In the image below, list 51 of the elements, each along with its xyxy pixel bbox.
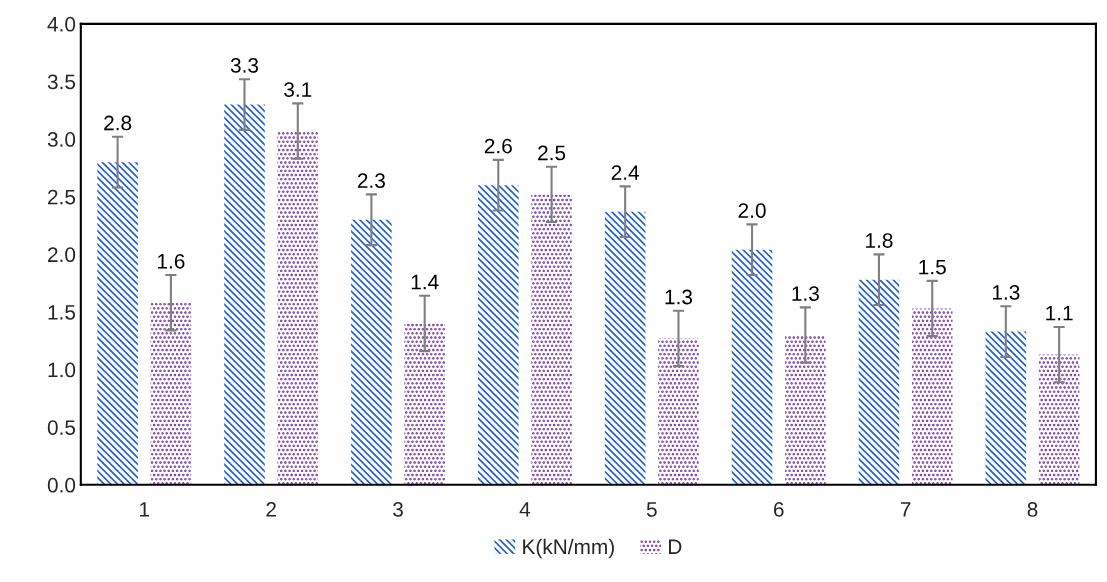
data-label: 1.8	[866, 233, 893, 248]
data-label: 1.4	[411, 274, 439, 290]
y-tick-label: 2.5	[48, 189, 76, 205]
x-tick-label: 2	[266, 502, 276, 517]
x-tick-label: 7	[900, 502, 911, 517]
data-label: 1.3	[792, 286, 819, 301]
data-label: 1.5	[919, 259, 946, 275]
bar	[858, 279, 900, 485]
data-label: 1.3	[665, 289, 693, 305]
bar	[785, 335, 826, 485]
data-label: 1.6	[158, 253, 185, 269]
bar	[531, 194, 572, 485]
bar	[150, 302, 192, 485]
x-tick-label: 1	[140, 502, 150, 517]
data-label: 1.1	[1046, 305, 1073, 321]
data-label: 2.6	[484, 138, 512, 154]
data-label: 2.5	[538, 145, 566, 161]
bar	[1038, 354, 1080, 485]
data-label: 2.3	[357, 173, 385, 188]
bar	[351, 219, 392, 485]
data-label: 3.3	[230, 58, 259, 73]
data-label: 2.4	[611, 165, 640, 180]
bar	[224, 104, 265, 485]
bar	[277, 131, 319, 485]
legend-label: D	[669, 539, 682, 554]
data-label: 2.0	[738, 203, 766, 218]
x-tick-label: 6	[773, 502, 784, 517]
bar	[404, 323, 445, 485]
y-tick-label: 0.0	[47, 477, 76, 493]
data-label: 1.3	[992, 285, 1020, 300]
x-tick-label: 3	[393, 502, 403, 517]
y-tick-label: 1.5	[48, 305, 76, 320]
bar	[911, 308, 953, 485]
x-tick-label: 4	[519, 502, 531, 517]
x-tick-label: 5	[646, 502, 657, 517]
bar	[985, 331, 1027, 485]
y-tick-label: 3.5	[47, 74, 76, 90]
y-tick-label: 3.0	[47, 132, 76, 147]
bar	[477, 185, 519, 485]
legend-label: K(kN/mm)	[523, 538, 614, 559]
bar	[97, 162, 138, 485]
bar	[731, 249, 773, 485]
x-tick-label: 8	[1027, 502, 1038, 517]
y-tick-label: 0.5	[47, 420, 76, 435]
bar	[658, 338, 699, 485]
y-tick-label: 2.0	[48, 247, 76, 263]
y-tick-label: 1.0	[48, 362, 76, 378]
bar	[604, 211, 646, 485]
data-label: 2.8	[104, 115, 132, 131]
y-tick-label: 4.0	[47, 16, 76, 32]
data-label: 3.1	[284, 82, 312, 97]
